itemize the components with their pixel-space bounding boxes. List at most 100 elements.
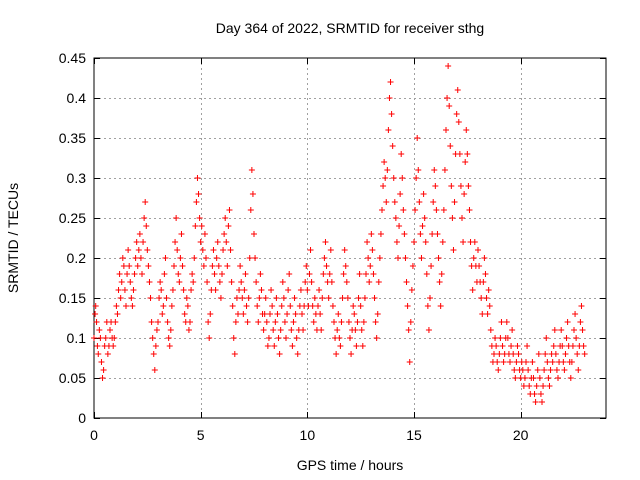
data-point xyxy=(415,167,422,173)
data-point xyxy=(197,239,204,245)
data-point xyxy=(513,359,520,365)
data-point xyxy=(177,255,184,261)
data-point xyxy=(270,327,277,333)
data-point xyxy=(318,327,325,333)
data-point xyxy=(480,279,487,285)
data-point xyxy=(423,271,430,277)
data-point xyxy=(149,335,156,341)
data-point xyxy=(217,295,224,301)
data-point xyxy=(462,159,469,165)
data-point xyxy=(561,367,568,373)
data-point xyxy=(284,311,291,317)
data-point xyxy=(457,183,464,189)
data-point xyxy=(483,295,490,301)
data-point xyxy=(536,375,543,381)
data-point xyxy=(534,367,541,373)
data-point xyxy=(384,167,391,173)
data-point xyxy=(466,207,473,213)
data-point xyxy=(231,351,238,357)
data-point xyxy=(307,247,314,253)
data-point xyxy=(193,199,200,205)
data-point xyxy=(441,167,448,173)
data-point xyxy=(430,199,437,205)
data-point xyxy=(102,335,109,341)
data-point xyxy=(379,207,385,213)
data-point xyxy=(239,295,246,301)
data-point xyxy=(299,311,305,317)
data-point xyxy=(254,303,261,309)
data-point xyxy=(163,295,170,301)
data-point xyxy=(444,95,451,101)
y-tick-label: 0.1 xyxy=(67,330,87,346)
data-point xyxy=(180,287,187,293)
data-point xyxy=(98,359,105,365)
data-point xyxy=(104,351,111,357)
data-point xyxy=(199,247,206,253)
data-point xyxy=(389,143,396,149)
data-point xyxy=(342,263,349,269)
data-point xyxy=(367,263,374,269)
x-tick-label: 15 xyxy=(406,427,422,443)
data-point xyxy=(422,239,429,245)
data-point xyxy=(338,319,345,325)
data-point xyxy=(251,231,257,237)
data-point xyxy=(139,271,145,277)
data-point xyxy=(226,207,233,213)
data-point xyxy=(432,183,439,189)
data-point xyxy=(395,255,401,261)
data-point xyxy=(377,231,384,237)
data-point xyxy=(110,343,117,349)
data-point xyxy=(164,319,171,325)
data-point xyxy=(233,295,240,301)
data-point xyxy=(257,271,264,277)
data-point xyxy=(380,183,387,189)
data-point xyxy=(123,303,129,309)
data-point xyxy=(211,271,218,277)
data-point xyxy=(416,199,423,205)
data-point xyxy=(246,255,253,261)
y-tick-label: 0.35 xyxy=(59,130,86,146)
data-point xyxy=(399,175,406,181)
data-point xyxy=(129,303,136,309)
data-point xyxy=(428,263,435,269)
data-point xyxy=(158,287,165,293)
x-tick-label: 10 xyxy=(300,427,316,443)
data-point xyxy=(456,151,463,157)
data-point xyxy=(424,303,431,309)
data-point xyxy=(320,271,327,277)
data-point xyxy=(113,303,120,309)
data-point xyxy=(190,279,197,285)
data-point xyxy=(165,335,172,341)
y-tick-label: 0.15 xyxy=(59,290,86,306)
data-point xyxy=(281,319,288,325)
data-point xyxy=(126,263,133,269)
data-point xyxy=(237,263,244,269)
data-point xyxy=(358,327,365,333)
data-point xyxy=(508,343,515,349)
data-point xyxy=(413,175,420,181)
data-point xyxy=(404,303,411,309)
data-point xyxy=(290,319,297,325)
data-point xyxy=(345,319,352,325)
data-point xyxy=(118,279,125,285)
data-point xyxy=(263,319,270,325)
data-point xyxy=(354,319,361,325)
data-point xyxy=(461,191,468,197)
data-point xyxy=(166,343,173,349)
x-tick-label: 0 xyxy=(90,427,98,443)
data-point xyxy=(151,367,158,373)
data-point xyxy=(523,359,529,365)
data-point xyxy=(560,359,567,365)
data-point xyxy=(274,311,281,317)
data-point xyxy=(552,351,559,357)
data-point xyxy=(568,359,575,365)
data-point xyxy=(500,359,507,365)
data-point xyxy=(252,255,259,261)
data-point xyxy=(273,295,280,301)
y-tick-label: 0.3 xyxy=(67,170,87,186)
data-point xyxy=(279,279,286,285)
data-point xyxy=(275,335,282,341)
data-point xyxy=(476,263,483,269)
data-point xyxy=(256,295,263,301)
data-point xyxy=(526,383,533,389)
